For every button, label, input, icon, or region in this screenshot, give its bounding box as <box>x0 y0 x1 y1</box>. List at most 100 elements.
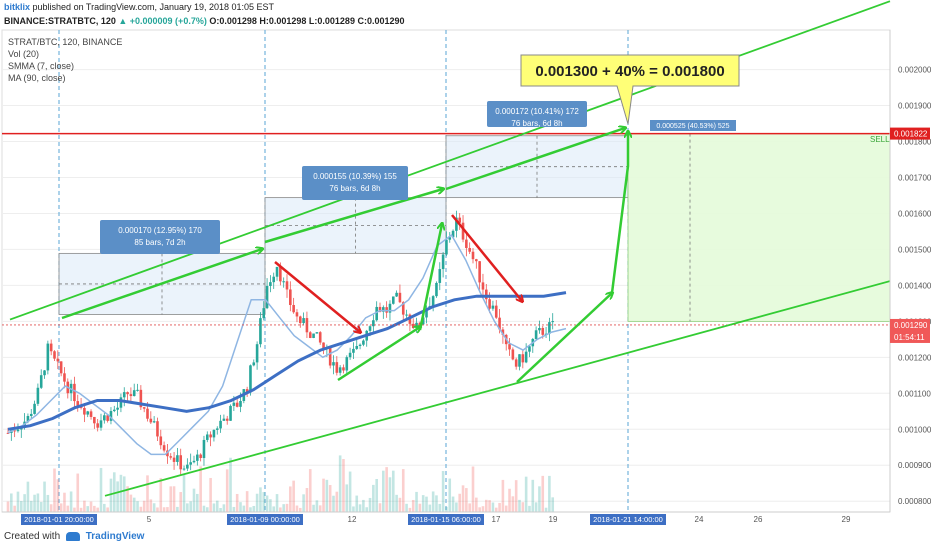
volume-bar <box>245 491 249 512</box>
volume-bar <box>382 470 385 512</box>
volume-bar <box>212 503 216 512</box>
candle-body <box>461 222 465 240</box>
candle-body <box>189 462 192 465</box>
volume-bar <box>142 500 146 512</box>
lower-channel-line <box>104 280 891 497</box>
candle-body <box>481 282 485 290</box>
candle-body <box>152 421 156 423</box>
volume-bars <box>6 455 555 512</box>
candle-body <box>172 457 176 462</box>
volume-bar <box>205 507 209 512</box>
candle-body <box>219 420 222 429</box>
x-tick-label: 24 <box>695 515 704 524</box>
volume-bar <box>259 487 262 512</box>
candle-body <box>149 418 153 423</box>
annotations: 0.000170 (12.95%) 170 85 bars, 7d 2h 0.000… <box>100 54 930 343</box>
volume-bar <box>405 503 408 512</box>
volume-bar <box>441 471 445 512</box>
volume-bar <box>435 495 438 512</box>
candle-body <box>508 344 511 350</box>
measure-label-line2: 85 bars, 7d 2h <box>134 238 185 247</box>
volume-bar <box>39 501 43 512</box>
candle-body <box>372 320 375 327</box>
green-arrow <box>610 132 628 294</box>
current-price-tag <box>890 318 930 343</box>
candle-body <box>292 305 295 313</box>
candle-body <box>142 407 146 409</box>
volume-bar <box>289 486 292 512</box>
volume-bar <box>438 503 442 512</box>
candle-body <box>358 344 362 346</box>
legend-vol: Vol (20) <box>8 49 40 59</box>
candle-body <box>438 269 442 283</box>
candle-body <box>298 316 302 324</box>
published-text: published on TradingView.com, January 19… <box>32 2 275 12</box>
candle-body <box>229 405 232 421</box>
candle-body <box>518 354 521 367</box>
y-tick-label: 0.001500 <box>898 245 932 254</box>
candle-body <box>475 259 478 262</box>
volume-bar <box>192 488 196 512</box>
axes: 0.000800 0.000900 0.001000 0.001100 0.001200… <box>2 30 932 525</box>
volume-bar <box>518 499 521 512</box>
candle-body <box>395 292 398 297</box>
candle-body <box>445 239 448 255</box>
sell-price-tag <box>890 127 930 140</box>
volume-bar <box>508 488 511 512</box>
target-callout-text: 0.001300 + 40% = 0.001800 <box>535 63 724 80</box>
green-arrow <box>264 189 443 244</box>
tradingview-logo-icon <box>65 531 80 541</box>
author-name[interactable]: bitklix <box>4 2 31 12</box>
volume-bar <box>318 505 322 512</box>
candle-body <box>93 416 96 424</box>
volume-bar <box>285 503 289 512</box>
candle-body <box>401 302 405 315</box>
candle-body <box>318 332 322 343</box>
sell-price-label: 0.001822 <box>894 130 928 139</box>
candle-body <box>418 322 422 325</box>
volume-bar <box>79 507 83 512</box>
volume-bar <box>458 493 462 512</box>
volume-bar <box>451 496 455 512</box>
measure-label-line1: 0.000172 (10.41%) 172 <box>495 107 579 116</box>
candle-body <box>33 403 36 414</box>
volume-bar <box>225 469 229 512</box>
red-arrow <box>451 214 522 301</box>
candle-body <box>182 468 186 470</box>
volume-bar <box>19 500 23 512</box>
green-arrow <box>445 128 625 191</box>
volume-bar <box>378 503 382 512</box>
candle-body <box>282 281 285 283</box>
candle-body <box>328 347 332 366</box>
candle-body <box>56 358 60 362</box>
volume-bar <box>298 507 302 512</box>
candle-body <box>501 329 505 335</box>
candle-body <box>411 323 415 329</box>
legend-ma: MA (90, close) <box>8 73 66 83</box>
candle-body <box>239 400 242 407</box>
tradingview-brand[interactable]: TradingView <box>85 531 145 542</box>
volume-bar <box>372 484 375 512</box>
volume-bar <box>345 484 349 512</box>
chart-header: bitklix published on TradingView.com, Ja… <box>4 0 924 30</box>
y-tick-label: 0.001100 <box>898 389 931 398</box>
volume-bar <box>408 507 412 512</box>
volume-bar <box>116 481 119 512</box>
volume-bar <box>6 501 10 512</box>
candle-body <box>136 389 139 391</box>
volume-bar <box>448 478 452 512</box>
candle-body <box>382 307 385 312</box>
volume-bar <box>431 491 435 512</box>
candle-body <box>222 418 226 421</box>
candle-body <box>322 342 325 350</box>
volume-bar <box>312 504 315 512</box>
candle-body <box>16 429 20 432</box>
volume-bar <box>149 499 153 512</box>
candle-body <box>342 367 345 371</box>
candle-body <box>494 305 498 318</box>
candle-body <box>205 434 209 440</box>
volume-bar <box>83 500 86 512</box>
measure-label-line2: 76 bars, 6d 8h <box>329 184 380 193</box>
candle-body <box>235 402 239 407</box>
